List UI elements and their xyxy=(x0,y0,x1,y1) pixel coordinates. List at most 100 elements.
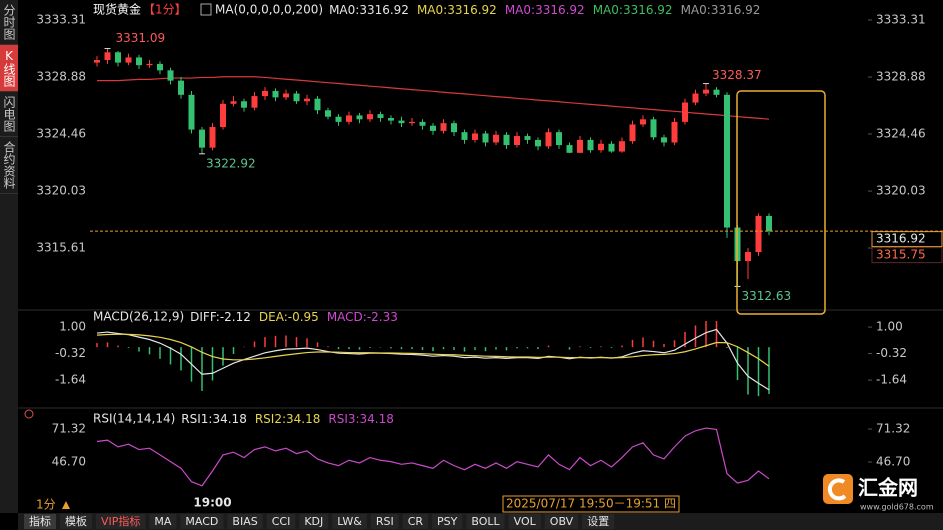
toolbar-label[interactable]: BIAS xyxy=(232,515,257,528)
candle-body xyxy=(556,132,562,146)
candle-body xyxy=(167,70,174,81)
toolbar-label[interactable]: OBV xyxy=(550,515,574,528)
extreme-label: 3328.37 xyxy=(712,68,762,82)
toolbar-button[interactable] xyxy=(266,514,296,529)
toolbar-button[interactable] xyxy=(149,514,177,529)
toolbar-label[interactable]: MA xyxy=(154,515,171,528)
period-arrow[interactable] xyxy=(62,501,70,509)
crosshair-box xyxy=(502,495,680,513)
toolbar-label[interactable]: BOLL xyxy=(471,515,500,528)
ma-line xyxy=(97,76,770,120)
candle-body xyxy=(577,139,583,153)
candle-body xyxy=(566,145,573,153)
toolbar-button[interactable] xyxy=(466,514,505,529)
sidebar-tab[interactable]: K线图 xyxy=(0,45,18,92)
candle-body xyxy=(545,132,552,147)
y-tick-label: 3315.61 xyxy=(36,241,86,255)
icon[interactable] xyxy=(200,3,212,16)
toolbar-button[interactable] xyxy=(432,514,463,529)
toolbar-label[interactable]: LW& xyxy=(337,515,362,528)
candle-body xyxy=(398,120,405,124)
toolbar-label[interactable]: CCI xyxy=(272,515,291,528)
candle-body xyxy=(482,133,489,143)
candle-body xyxy=(188,94,195,130)
candle-body xyxy=(629,124,636,142)
candle-body xyxy=(671,121,678,143)
legend-entry: MACD:-2.33 xyxy=(327,310,398,324)
toolbar-button[interactable] xyxy=(544,514,579,529)
y-tick-label: 3333.31 xyxy=(36,12,86,26)
ma-label: MA0:3316.92 xyxy=(329,3,409,17)
extreme-label: 3322.92 xyxy=(206,156,256,170)
ma-label: MA0:3316.92 xyxy=(681,3,761,17)
candle-body xyxy=(335,116,342,122)
toolbar-label[interactable]: RSI xyxy=(376,515,394,528)
candle-body xyxy=(283,93,289,98)
ma-label: MA0:3316.92 xyxy=(505,3,585,17)
sidebar-tab[interactable]: 分时图 xyxy=(0,0,18,45)
toolbar-label[interactable]: PSY xyxy=(437,515,458,528)
legend-entry: RSI1:34.18 xyxy=(181,412,247,426)
y-tick-label: -1.64 xyxy=(55,373,86,387)
candle-body xyxy=(293,93,300,102)
crosshair-time: 2025/07/17 19:50－19:51 四 xyxy=(506,497,676,511)
toolbar-label[interactable]: VIP指标 xyxy=(101,514,140,528)
y-tick-label: 3320.03 xyxy=(36,184,86,198)
candle-body xyxy=(766,215,772,232)
candle-body xyxy=(199,129,205,148)
candle-body xyxy=(94,60,100,63)
legend-entry: DIFF:-2.12 xyxy=(190,310,251,324)
candle-body xyxy=(314,98,321,111)
candle-body xyxy=(346,115,352,122)
toolbar-button[interactable] xyxy=(60,514,92,529)
macd-title: MACD(26,12,9) xyxy=(93,310,184,324)
y-tick-label: -1.64 xyxy=(876,373,907,387)
price-tag-box xyxy=(871,247,943,264)
toolbar-button[interactable] xyxy=(402,514,429,529)
toolbar-button[interactable] xyxy=(180,514,224,529)
y-tick-label: 3333.31 xyxy=(876,12,926,26)
toolbar-label[interactable]: 模板 xyxy=(65,514,87,528)
candle-body xyxy=(146,63,153,66)
candle-body xyxy=(493,134,499,143)
extreme-label: 3331.09 xyxy=(116,31,166,45)
toolbar-label[interactable]: KDJ xyxy=(304,515,323,528)
price-tag: 3316.92 xyxy=(876,232,926,246)
legend-entry: RSI2:34.18 xyxy=(255,412,321,426)
candle-body xyxy=(409,121,415,124)
candle-body xyxy=(178,80,184,95)
toolbar-button[interactable] xyxy=(582,514,615,529)
candle-body xyxy=(367,114,373,120)
logo-mark xyxy=(827,478,847,501)
candle-body xyxy=(682,102,688,122)
toolbar-button[interactable] xyxy=(332,514,367,529)
ma-setting: MA(0,0,0,0,0,200) xyxy=(215,3,323,17)
toolbar-label[interactable]: 设置 xyxy=(587,515,609,528)
candle-body xyxy=(104,52,111,61)
price-tag-box xyxy=(871,231,943,248)
toolbar-label[interactable]: 指标 xyxy=(29,514,51,528)
y-tick-label: 46.70 xyxy=(876,455,910,469)
toolbar-label[interactable]: VOL xyxy=(514,515,537,528)
toolbar-button[interactable] xyxy=(96,514,146,529)
toolbar-button[interactable] xyxy=(508,514,541,529)
toolbar-label[interactable]: CR xyxy=(408,515,424,528)
toolbar-label[interactable]: MACD xyxy=(185,515,218,528)
candle-body xyxy=(419,121,426,126)
candle-body xyxy=(619,141,625,152)
legend-entry: DEA:-0.95 xyxy=(259,310,319,324)
candle-body xyxy=(608,143,615,152)
sidebar-tab[interactable]: 闪电图 xyxy=(0,92,18,137)
toolbar-button[interactable] xyxy=(299,514,329,529)
rsi-line xyxy=(96,427,770,487)
toolbar-button[interactable] xyxy=(24,514,56,529)
candle-body xyxy=(755,215,762,253)
sidebar-tab[interactable]: 合约资料 xyxy=(0,137,18,194)
toolbar-button[interactable] xyxy=(370,514,399,529)
y-tick-label: 46.70 xyxy=(52,455,86,469)
toolbar-button[interactable] xyxy=(227,514,263,529)
candle-body xyxy=(461,132,468,140)
logo-name: 汇金网 xyxy=(858,476,918,500)
settings-icon[interactable] xyxy=(24,409,34,419)
candle-body xyxy=(745,252,751,262)
